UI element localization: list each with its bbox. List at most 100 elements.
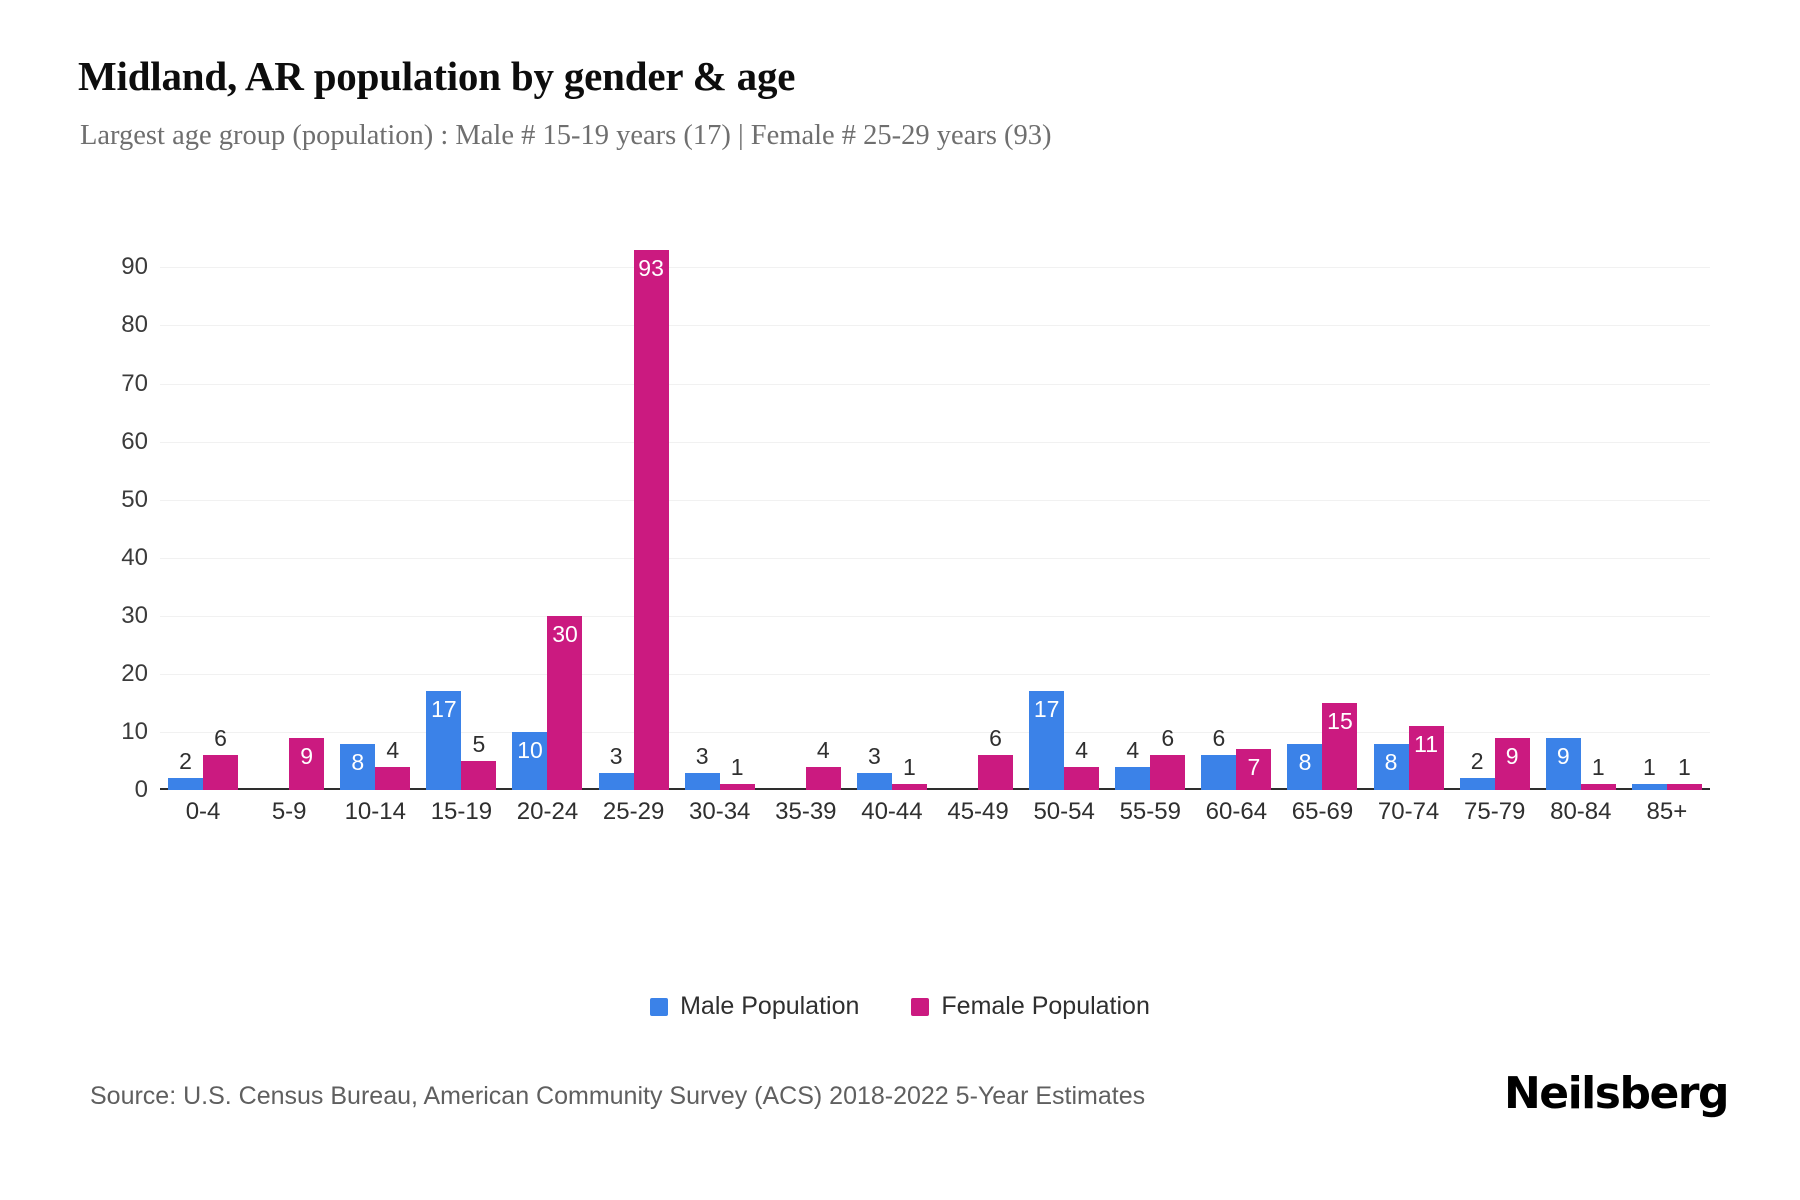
bar-value-label: 5	[472, 730, 486, 757]
bar-value-label: 4	[816, 736, 830, 763]
y-axis-labels: 0 10 20 30 40 50 60 70 80 90	[96, 250, 148, 803]
bar-male-15-19[interactable]: 17	[426, 691, 462, 790]
x-axis-tick-60-64: 60-64	[1205, 798, 1268, 825]
bar-value-label: 3	[609, 742, 623, 769]
bar-value-label: 3	[695, 742, 709, 769]
x-axis-tick-80-84: 80-84	[1550, 798, 1612, 825]
bar-series-container: 2 6 9 8 4 17 5 10 30 3 93 3 1 4 3 1 6 17 4 4 6 6 7 8 15 8 11 2 9 9 1 1 1	[160, 250, 1710, 790]
x-axis-tick-45-49: 45-49	[947, 798, 1009, 825]
bar-female-5-9[interactable]: 9	[289, 737, 325, 790]
bar-male-0-4[interactable]: 2	[168, 750, 204, 790]
bar-value-label: 1	[1678, 754, 1691, 781]
y-axis-tick-60: 60	[121, 427, 148, 455]
legend-swatch-icon	[911, 997, 930, 1016]
x-axis-tick-50-54: 50-54	[1033, 798, 1095, 825]
bar-value-label: 6	[989, 725, 1002, 752]
bar-male-75-79[interactable]: 2	[1459, 750, 1495, 790]
bar-male-50-54[interactable]: 17	[1029, 691, 1065, 790]
bar-group-5-9: 9	[246, 250, 332, 790]
bar-female-40-44[interactable]: 1	[891, 756, 927, 790]
bar-value-label: 6	[214, 725, 227, 752]
bar-female-65-69[interactable]: 15	[1322, 702, 1358, 790]
bar-value-label: 1	[1591, 754, 1605, 781]
x-axis-tick-35-39: 35-39	[775, 798, 837, 825]
bar-value-label: 7	[1247, 754, 1261, 781]
bar-male-20-24[interactable]: 10	[512, 731, 548, 790]
bar-male-40-44[interactable]: 3	[856, 744, 892, 790]
bar-female-0-4[interactable]: 6	[203, 727, 239, 790]
x-axis-tick-10-14: 10-14	[344, 798, 406, 825]
bar-female-45-49[interactable]: 6	[978, 727, 1014, 790]
x-axis-line	[160, 788, 1710, 790]
bar-male-85+[interactable]: 1	[1631, 756, 1667, 790]
bar-female-15-19[interactable]: 5	[461, 732, 497, 790]
x-axis-tick-55-59: 55-59	[1119, 798, 1181, 825]
y-axis-tick-70: 70	[121, 369, 148, 397]
x-axis-tick-25-29: 25-29	[602, 798, 665, 825]
bar-male-30-34[interactable]: 3	[684, 744, 720, 790]
bar-male-55-59[interactable]: 4	[1115, 738, 1151, 790]
bar-female-55-59[interactable]: 6	[1150, 727, 1186, 790]
gridlines	[160, 250, 1710, 790]
bar-male-70-74[interactable]: 8	[1373, 743, 1409, 790]
x-axis-labels: 0-4 5-9 10-14 15-19 20-24 25-29 30-34 35-39 40-4…	[160, 798, 1710, 826]
bar-value-label: 8	[1298, 748, 1312, 775]
bar-value-label: 8	[1384, 748, 1398, 775]
bar-female-10-14[interactable]: 4	[375, 738, 411, 790]
x-axis-tick-40-44: 40-44	[861, 798, 923, 825]
bar-male-60-64[interactable]: 6	[1201, 727, 1237, 790]
bar-value-label: 1	[903, 754, 916, 781]
bar-value-label: 4	[386, 736, 400, 763]
bar-value-label: 3	[868, 742, 881, 769]
bar-value-label: 8	[351, 748, 365, 775]
bar-female-50-54[interactable]: 4	[1064, 738, 1100, 790]
gridline-40	[160, 557, 1710, 559]
bar-group-25-29: 3 93	[591, 250, 677, 790]
page-subtitle: Largest age group (population) : Male # …	[80, 120, 1052, 151]
x-axis-tick-5-9: 5-9	[271, 798, 307, 825]
y-axis-tick-0: 0	[134, 776, 148, 803]
bar-male-10-14[interactable]: 8	[340, 743, 376, 790]
x-axis-tick-75-79: 75-79	[1464, 798, 1526, 825]
legend-item-female[interactable]: Female Population	[911, 992, 1150, 1021]
bar-value-label: 15	[1327, 707, 1353, 734]
bar-male-65-69[interactable]: 8	[1287, 743, 1323, 790]
bar-female-20-24[interactable]: 30	[547, 615, 583, 790]
bar-female-30-34[interactable]: 1	[719, 756, 755, 790]
gridline-30	[160, 615, 1710, 617]
bar-value-label: 4	[1075, 736, 1089, 763]
x-axis-tick-85+: 85+	[1646, 798, 1688, 825]
bar-group-50-54: 17 4	[1021, 250, 1107, 790]
bar-female-70-74[interactable]: 11	[1408, 726, 1444, 790]
bar-female-85+[interactable]: 1	[1666, 756, 1702, 790]
bar-value-label: 11	[1414, 731, 1439, 758]
bar-female-35-39[interactable]: 4	[805, 738, 841, 790]
bar-female-80-84[interactable]: 1	[1580, 756, 1616, 790]
source-note: Source: U.S. Census Bureau, American Com…	[90, 1082, 1146, 1110]
bar-value-label: 30	[552, 620, 578, 647]
y-axis-tick-40: 40	[121, 543, 148, 571]
bar-value-label: 17	[1033, 696, 1060, 723]
gridline-70	[160, 383, 1710, 385]
bar-group-20-24: 10 30	[504, 250, 590, 790]
bar-value-label: 6	[1161, 725, 1175, 752]
legend-swatch-icon	[650, 997, 669, 1016]
bar-group-70-74: 8 11	[1366, 250, 1452, 790]
bar-value-label: 9	[1556, 742, 1570, 769]
bar-female-60-64[interactable]: 7	[1236, 749, 1272, 790]
bar-male-80-84[interactable]: 9	[1545, 737, 1581, 790]
y-axis-tick-30: 30	[121, 601, 148, 629]
legend-item-male[interactable]: Male Population	[650, 992, 859, 1021]
x-axis-tick-65-69: 65-69	[1291, 798, 1354, 825]
bar-male-25-29[interactable]: 3	[598, 744, 634, 790]
bar-value-label: 10	[517, 736, 543, 763]
bar-female-25-29[interactable]: 93	[633, 250, 669, 790]
bar-female-75-79[interactable]: 9	[1494, 737, 1530, 790]
legend-label: Female Population	[941, 992, 1150, 1020]
